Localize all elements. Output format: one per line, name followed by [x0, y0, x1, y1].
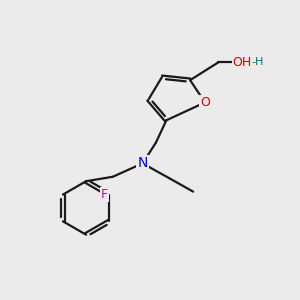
Text: F: F: [101, 188, 108, 201]
Text: OH: OH: [232, 56, 252, 69]
Text: N: N: [137, 156, 148, 170]
Text: O: O: [200, 96, 210, 109]
Text: -H: -H: [252, 57, 264, 67]
